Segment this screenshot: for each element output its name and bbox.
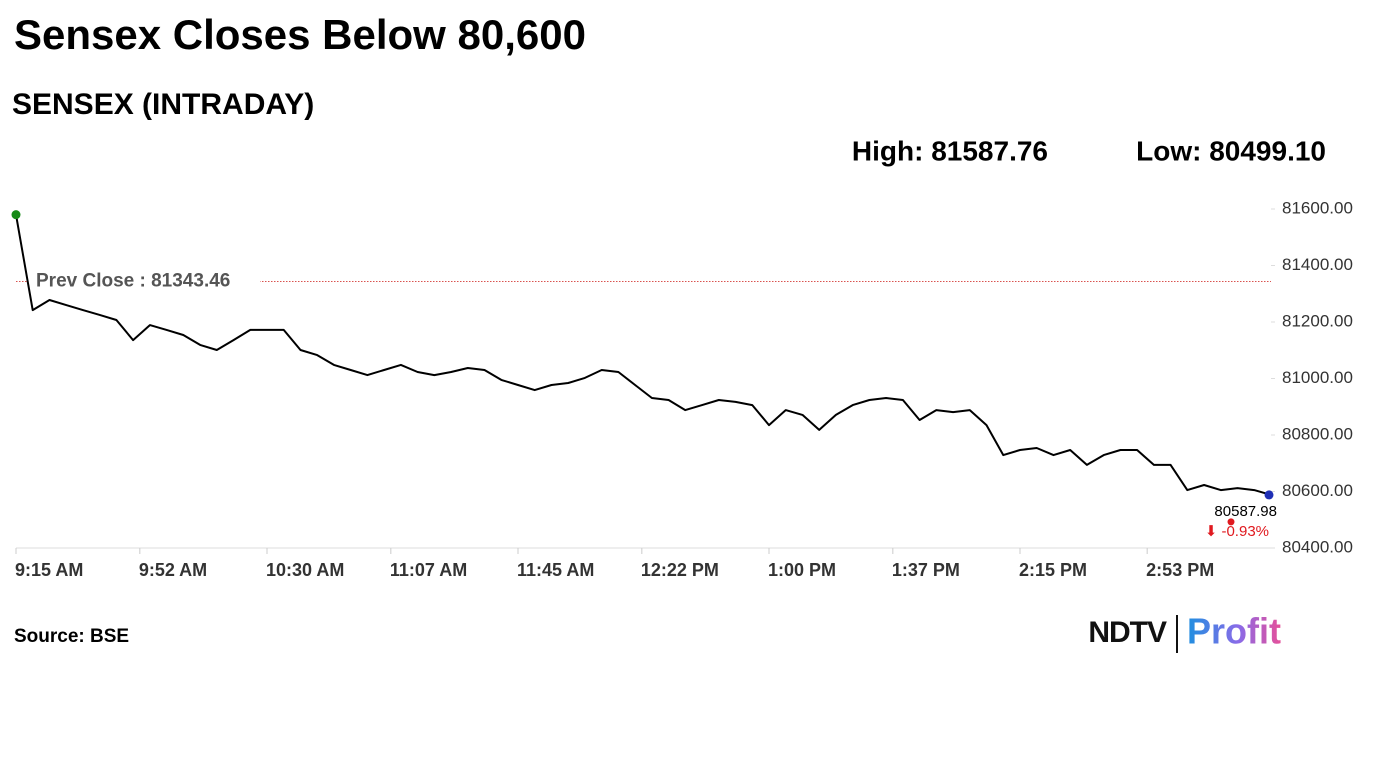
x-tick-label: 9:52 AM — [139, 560, 207, 580]
x-tick-label: 11:07 AM — [390, 560, 467, 580]
end-point — [1264, 490, 1274, 500]
prev-close-label-bg — [28, 269, 260, 294]
x-tick-label: 11:45 AM — [517, 560, 594, 580]
high-label: High: 81587.76 — [852, 135, 1048, 166]
x-tick-label: 2:15 PM — [1019, 560, 1087, 580]
x-tick-label: 10:30 AM — [266, 560, 344, 580]
y-tick-label: 81200.00 — [1282, 311, 1353, 330]
y-tick-label: 80800.00 — [1282, 424, 1353, 443]
y-tick-label: 81000.00 — [1282, 368, 1353, 387]
change-label: ⬇ -0.93% — [1205, 523, 1269, 540]
x-tick-label: 2:53 PM — [1146, 560, 1214, 580]
brand-product: Profit — [1187, 611, 1281, 652]
x-tick-label: 1:00 PM — [768, 560, 836, 580]
low-label: Low: 80499.10 — [1136, 135, 1326, 166]
y-tick-label: 81400.00 — [1282, 255, 1353, 274]
source: Source: BSE — [14, 626, 129, 647]
price-line — [15, 214, 1272, 496]
chart-title: Sensex Closes Below 80,600 — [14, 11, 586, 58]
start-point — [11, 210, 21, 220]
y-tick-label: 80600.00 — [1282, 481, 1353, 500]
x-tick-label: 12:22 PM — [641, 560, 719, 580]
x-tick-label: 1:37 PM — [892, 560, 960, 580]
change-marker — [1227, 518, 1235, 526]
prev-close-label: Prev Close : 81343.46 — [36, 270, 230, 291]
y-tick-label: 81600.00 — [1282, 198, 1353, 217]
chart-subtitle: SENSEX (INTRADAY) — [12, 88, 314, 121]
brand-name: NDTV — [1088, 616, 1167, 649]
y-tick-label: 80400.00 — [1282, 537, 1353, 556]
x-tick-label: 9:15 AM — [15, 560, 83, 580]
plot-area: 80400.00 80600.00 80800.00 81000.00 81200.00… — [11, 198, 1353, 580]
last-value-label: 80587.98 — [1214, 503, 1277, 520]
